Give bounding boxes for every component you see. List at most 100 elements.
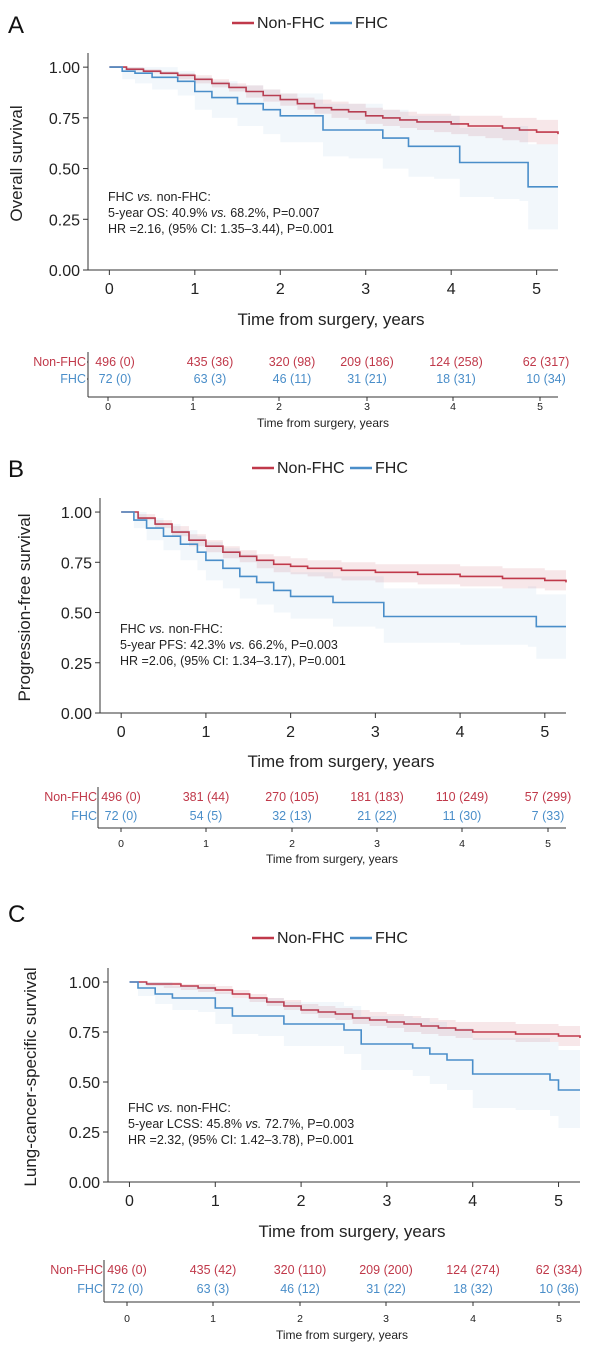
y-tick-label: 0.50 (49, 162, 80, 179)
x-tick-label: 3 (371, 724, 380, 741)
x-tick-label: 4 (468, 1193, 477, 1210)
x-tick-label: 2 (297, 1193, 306, 1210)
risk-row-label-non-fhc: Non-FHC (50, 1263, 103, 1277)
x-tick-label: 3 (361, 281, 370, 298)
risk-cell-fhc: 10 (36) (539, 1282, 579, 1296)
survival-curve-non-fhc (129, 981, 581, 1038)
stats-text: vs. (137, 190, 153, 204)
risk-cell-non-fhc: 181 (183) (350, 790, 404, 804)
stats-text: 72.7%, P=0.003 (261, 1117, 354, 1131)
risk-cell-fhc: 46 (11) (273, 372, 312, 386)
risk-cell-fhc: 18 (31) (436, 372, 476, 386)
stats-line: HR =2.16, (95% CI: 1.35–3.44), P=0.001 (108, 222, 334, 236)
panel-a: A Non-FHC FHC 0.00 0.25 0.50 0.75 1.00 0 1 2 3 4 5 Tim… (7, 12, 569, 430)
panel-c: C Non-FHC FHC 0.00 0.25 0.50 0.75 1.00 0 1 2 3 4 5 Tim… (8, 901, 582, 1342)
survival-curve-non-fhc (109, 66, 559, 135)
risk-x-tick-label: 5 (537, 401, 543, 413)
risk-cell-fhc: 32 (13) (272, 809, 312, 823)
risk-cell-fhc: 72 (0) (111, 1282, 144, 1296)
x-tick-label: 2 (276, 281, 285, 298)
risk-cell-fhc: 63 (3) (197, 1282, 230, 1296)
risk-x-tick-label: 2 (276, 401, 282, 413)
stats-text: non-FHC: (153, 190, 211, 204)
x-tick-label: 3 (382, 1193, 391, 1210)
risk-cell-fhc: 7 (33) (532, 809, 565, 823)
risk-cell-fhc: 72 (0) (105, 809, 138, 823)
risk-x-tick-label: 0 (118, 838, 124, 850)
stats-text: 5-year PFS: 42.3% (120, 638, 229, 652)
panel-letter: C (8, 901, 25, 928)
legend: Non-FHC FHC (232, 15, 388, 32)
stats-text: FHC (108, 190, 137, 204)
risk-table: Non-FHC FHC 496 (0) 435 (36) 320 (98) 209 (18… (33, 352, 569, 430)
risk-cell-fhc: 21 (22) (357, 809, 397, 823)
risk-cell-fhc: 11 (30) (443, 809, 482, 823)
panel-letter: B (8, 456, 24, 483)
legend: Non-FHC FHC (252, 460, 408, 477)
stats-text: vs. (211, 206, 227, 220)
risk-x-tick-label: 1 (210, 1313, 216, 1325)
stats-annotation: FHC vs. non-FHC: 5-year OS: 40.9% vs. 68.… (108, 190, 334, 236)
risk-cell-non-fhc: 435 (42) (190, 1263, 237, 1277)
risk-x-tick-label: 4 (450, 401, 456, 413)
risk-cell-non-fhc: 57 (299) (525, 790, 572, 804)
risk-cell-non-fhc: 62 (317) (523, 355, 570, 369)
x-tick-label: 4 (447, 281, 456, 298)
stats-line: HR =2.32, (95% CI: 1.42–3.78), P=0.001 (128, 1133, 354, 1147)
stats-text: vs. (229, 638, 245, 652)
stats-line: 5-year OS: 40.9% vs. 68.2%, P=0.007 (108, 206, 320, 220)
x-tick-label: 4 (456, 724, 465, 741)
y-tick-label: 0.00 (49, 263, 80, 280)
ci-band-non-fhc (109, 67, 559, 147)
stats-line: FHC vs. non-FHC: (128, 1101, 231, 1115)
y-tick-label: 0.00 (69, 1175, 100, 1192)
x-tick-label: 1 (211, 1193, 220, 1210)
risk-cell-fhc: 46 (12) (280, 1282, 320, 1296)
stats-text: vs. (157, 1101, 173, 1115)
risk-cell-non-fhc: 496 (0) (101, 790, 141, 804)
y-tick-label: 0.25 (69, 1125, 100, 1142)
ci-band-non-fhc (129, 982, 580, 1048)
panel-b: B Non-FHC FHC 0.00 0.25 0.50 0.75 1.00 0 1 2 3 4 5 Tim… (8, 456, 571, 866)
y-tick-label: 0.25 (49, 212, 80, 229)
risk-cell-fhc: 63 (3) (194, 372, 227, 386)
risk-x-tick-label: 1 (203, 838, 209, 850)
y-tick-label: 0.00 (61, 706, 92, 723)
risk-cell-fhc: 10 (34) (526, 372, 566, 386)
risk-x-tick-label: 2 (297, 1313, 303, 1325)
risk-cell-non-fhc: 381 (44) (183, 790, 230, 804)
risk-cell-non-fhc: 209 (186) (340, 355, 394, 369)
stats-text: 5-year OS: 40.9% (108, 206, 211, 220)
risk-x-tick-label: 1 (190, 401, 196, 413)
stats-text: non-FHC: (165, 622, 223, 636)
risk-table: Non-FHC FHC 496 (0) 381 (44) 270 (105) 181 (1… (44, 787, 571, 866)
risk-cell-fhc: 31 (21) (347, 372, 387, 386)
y-tick-label: 1.00 (61, 505, 92, 522)
survival-curve-fhc (109, 66, 558, 188)
stats-annotation: FHC vs. non-FHC: 5-year PFS: 42.3% vs. 66… (120, 622, 346, 668)
risk-x-tick-label: 4 (459, 838, 465, 850)
risk-cell-non-fhc: 320 (110) (274, 1263, 327, 1277)
risk-cell-non-fhc: 270 (105) (265, 790, 319, 804)
x-tick-label: 5 (532, 281, 541, 298)
stats-text: 5-year LCSS: 45.8% (128, 1117, 245, 1131)
risk-x-tick-label: 0 (105, 401, 111, 413)
stats-text: 68.2%, P=0.007 (227, 206, 320, 220)
stats-text: vs. (149, 622, 165, 636)
risk-cell-non-fhc: 496 (0) (107, 1263, 147, 1277)
risk-x-tick-label: 3 (374, 838, 380, 850)
risk-cell-non-fhc: 124 (274) (446, 1263, 500, 1277)
survival-curve-fhc (129, 981, 580, 1091)
risk-cell-non-fhc: 62 (334) (536, 1263, 583, 1277)
y-axis-title: Overall survival (7, 105, 26, 221)
risk-cell-non-fhc: 124 (258) (429, 355, 483, 369)
ci-band-non-fhc (121, 512, 566, 593)
x-tick-label: 0 (117, 724, 126, 741)
x-tick-label: 2 (286, 724, 295, 741)
y-axis-title: Progression-free survival (15, 513, 34, 701)
stats-line: FHC vs. non-FHC: (108, 190, 211, 204)
stats-text: non-FHC: (173, 1101, 231, 1115)
panel-letter: A (8, 12, 24, 39)
x-axis-title: Time from surgery, years (247, 752, 434, 771)
x-tick-label: 0 (105, 281, 114, 298)
